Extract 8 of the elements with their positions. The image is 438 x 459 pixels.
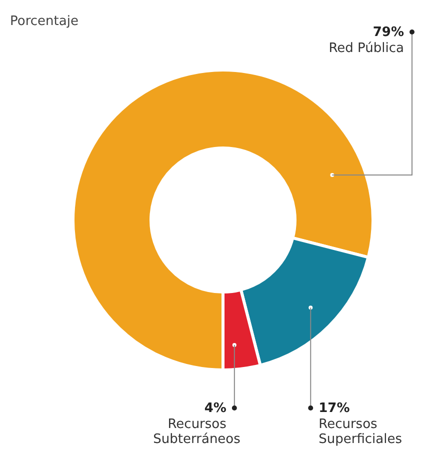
slice-label: Red Pública [328,41,404,56]
data-label: 17% [318,401,350,416]
data-label: 4% [204,401,226,416]
slice-label: Recursos Superficiales [318,417,402,447]
donut-slice [72,68,374,372]
chart-subtitle: Porcentaje [10,14,78,29]
data-label: 79% [372,25,404,40]
slice-label: Recursos Subterráneos [153,417,241,447]
